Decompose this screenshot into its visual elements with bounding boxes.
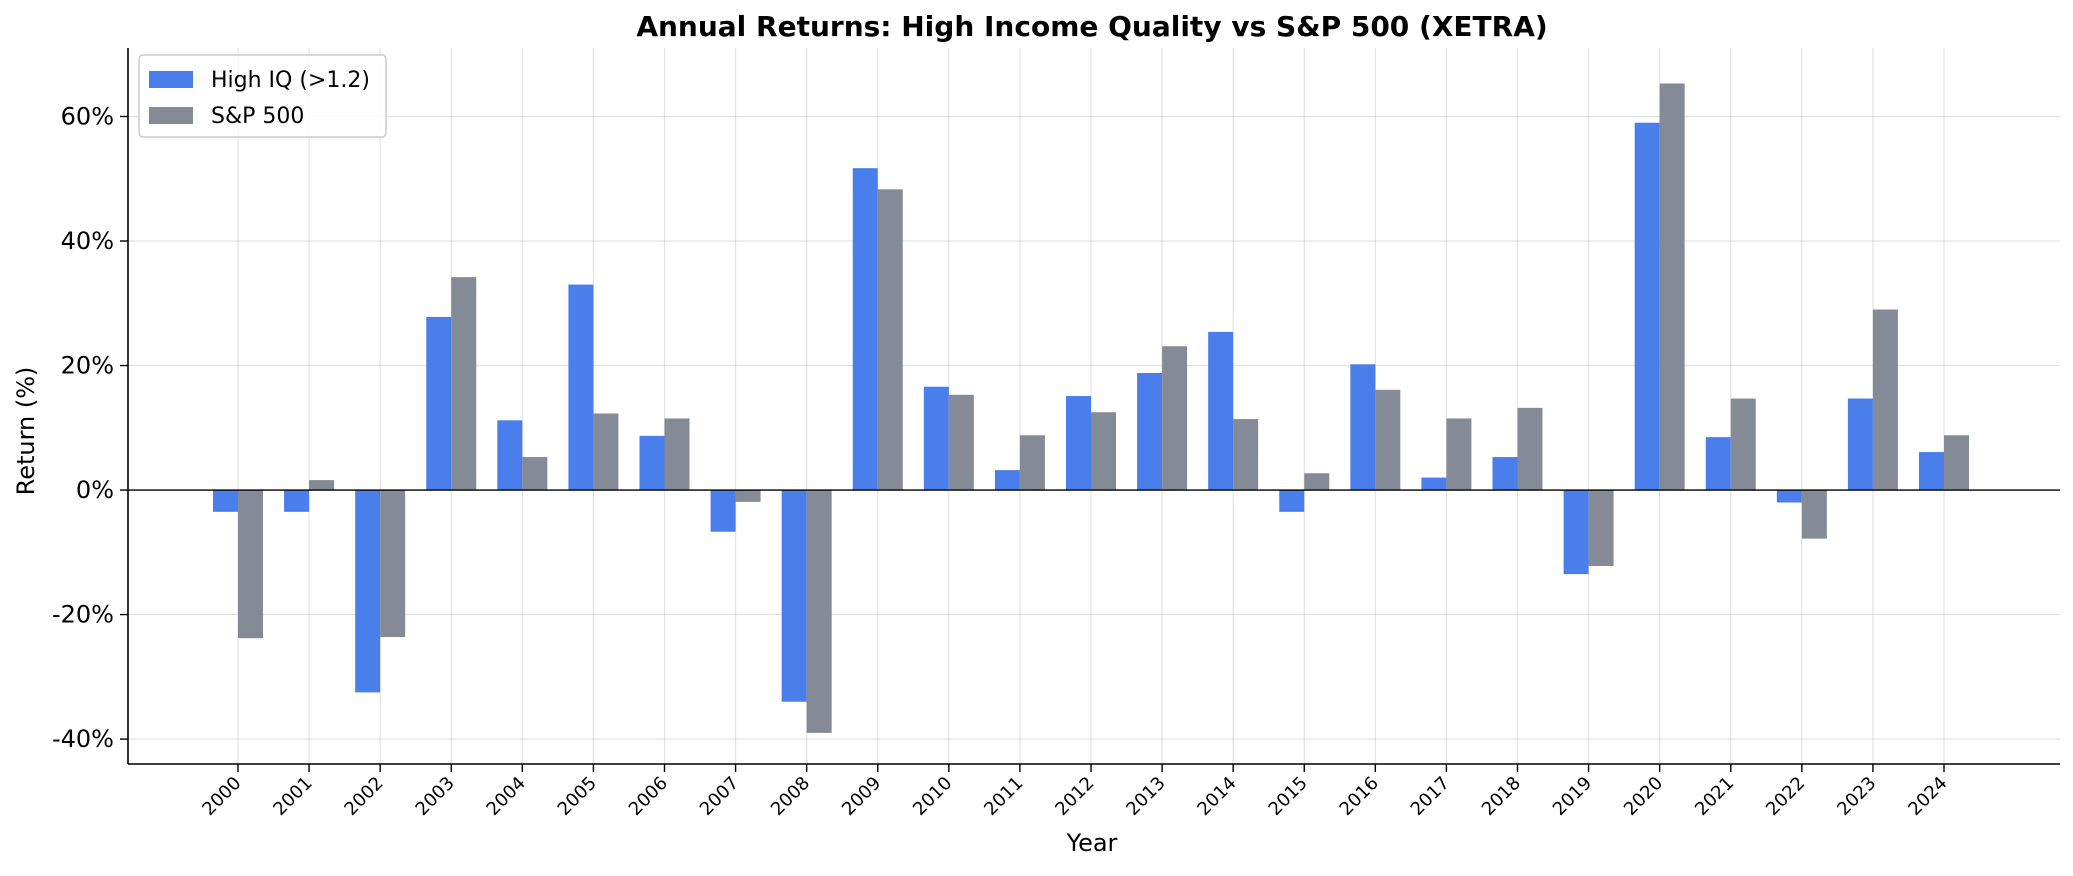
bar-high-iq-2017 [1421,477,1447,491]
x-tick-label: 2014 [1193,773,1240,820]
y-tick-label: 40% [61,227,114,255]
x-tick-label: 2016 [1336,773,1383,820]
bar-high-iq-2008 [781,490,807,702]
y-axis-label: Return (%) [12,367,40,496]
bar-high-iq-2004 [497,420,523,491]
legend: High IQ (>1.2) S&P 500 [138,54,387,138]
bar-high-iq-2007 [710,490,736,532]
bar-high-iq-2023 [1847,398,1873,491]
x-axis-label: Year [1066,829,1118,857]
y-tick-label: 20% [61,352,114,380]
legend-swatch [149,71,193,88]
bar-high-iq-2019 [1563,490,1589,575]
bar-sp500-2000 [238,490,263,639]
bars [213,83,1969,733]
grid [128,48,2060,764]
bar-sp500-2009 [877,189,903,491]
x-tick-label: 2017 [1407,773,1454,820]
bar-sp500-2008 [806,490,832,733]
bar-high-iq-2016 [1350,364,1376,491]
bar-high-iq-2022 [1776,490,1802,503]
x-tick-label: 2003 [412,773,459,820]
x-tick-label: 2006 [625,773,672,820]
bar-sp500-2007 [735,490,761,502]
bar-high-iq-2011 [994,470,1020,491]
bar-high-iq-2003 [426,316,452,491]
bar-sp500-2005 [593,413,619,491]
bar-sp500-2020 [1659,83,1685,491]
bar-sp500-2013 [1162,346,1188,491]
x-tick-label: 2010 [909,773,956,820]
x-tick-label: 2020 [1620,773,1667,820]
y-tick-label: 0% [76,476,114,504]
bar-sp500-2024 [1944,435,1969,491]
x-tick-label: 2019 [1549,773,1596,820]
bar-high-iq-2006 [639,435,665,491]
bar-sp500-2012 [1091,412,1116,491]
bar-sp500-2011 [1019,435,1045,491]
bar-sp500-2002 [380,490,406,637]
bar-high-iq-2018 [1492,457,1518,491]
bar-sp500-2016 [1375,389,1401,491]
x-tick-label: 2024 [1904,773,1951,820]
x-tick-label: 2012 [1051,773,1098,820]
bar-sp500-2003 [451,277,477,491]
legend-box [138,54,387,138]
y-ticks: -40% -20% 0% 20% 40% 60% [52,102,128,753]
bar-high-iq-2013 [1137,373,1163,491]
axes [127,48,2060,765]
bar-high-iq-2000 [213,490,238,512]
x-tick-label: 2007 [696,773,743,820]
y-tick-label: -20% [52,601,114,629]
bar-high-iq-2015 [1279,490,1305,512]
y-tick-label: 60% [61,102,114,130]
bar-high-iq-2012 [1066,396,1091,491]
bar-sp500-2006 [664,418,690,491]
y-tick-label: -40% [52,725,114,753]
bar-high-iq-2024 [1919,452,1944,491]
bar-sp500-2023 [1872,309,1898,491]
x-tick-label: 2000 [198,773,245,820]
x-tick-label: 2015 [1265,773,1312,820]
x-tick-label: 2001 [269,773,316,820]
legend-label: S&P 500 [211,104,304,129]
bar-high-iq-2020 [1634,122,1660,491]
x-tick-label: 2021 [1691,773,1738,820]
bar-sp500-2018 [1517,407,1543,491]
x-tick-label: 2008 [767,773,814,820]
x-tick-label: 2022 [1762,773,1809,820]
bar-sp500-2015 [1304,473,1330,491]
x-tick-label: 2004 [483,773,530,820]
bar-high-iq-2010 [923,386,949,491]
bar-high-iq-2014 [1208,331,1234,491]
bar-sp500-2014 [1233,419,1259,491]
bar-high-iq-2009 [852,168,878,491]
x-tick-label: 2011 [980,773,1027,820]
bar-sp500-2001 [309,480,335,491]
bar-high-iq-2021 [1705,437,1731,491]
chart-title: Annual Returns: High Income Quality vs S… [636,10,1547,43]
legend-label: High IQ (>1.2) [211,68,370,93]
bar-sp500-2019 [1588,490,1614,567]
bar-high-iq-2001 [284,490,310,512]
x-tick-label: 2005 [554,773,601,820]
x-tick-label: 2023 [1833,773,1880,820]
x-tick-label: 2002 [340,773,387,820]
bar-sp500-2021 [1730,398,1756,491]
x-ticks: 2000 2001 2002 2003 2004 2005 2006 2007 2008 2009… [198,764,1952,820]
bar-sp500-2010 [948,394,974,491]
bar-high-iq-2002 [355,490,381,693]
x-tick-label: 2009 [838,773,885,820]
x-tick-label: 2013 [1122,773,1169,820]
x-tick-label: 2018 [1478,773,1525,820]
bar-sp500-2022 [1801,490,1827,539]
legend-swatch [149,107,193,124]
bar-high-iq-2005 [568,284,594,491]
bar-sp500-2004 [522,457,548,491]
bar-sp500-2017 [1446,418,1472,491]
